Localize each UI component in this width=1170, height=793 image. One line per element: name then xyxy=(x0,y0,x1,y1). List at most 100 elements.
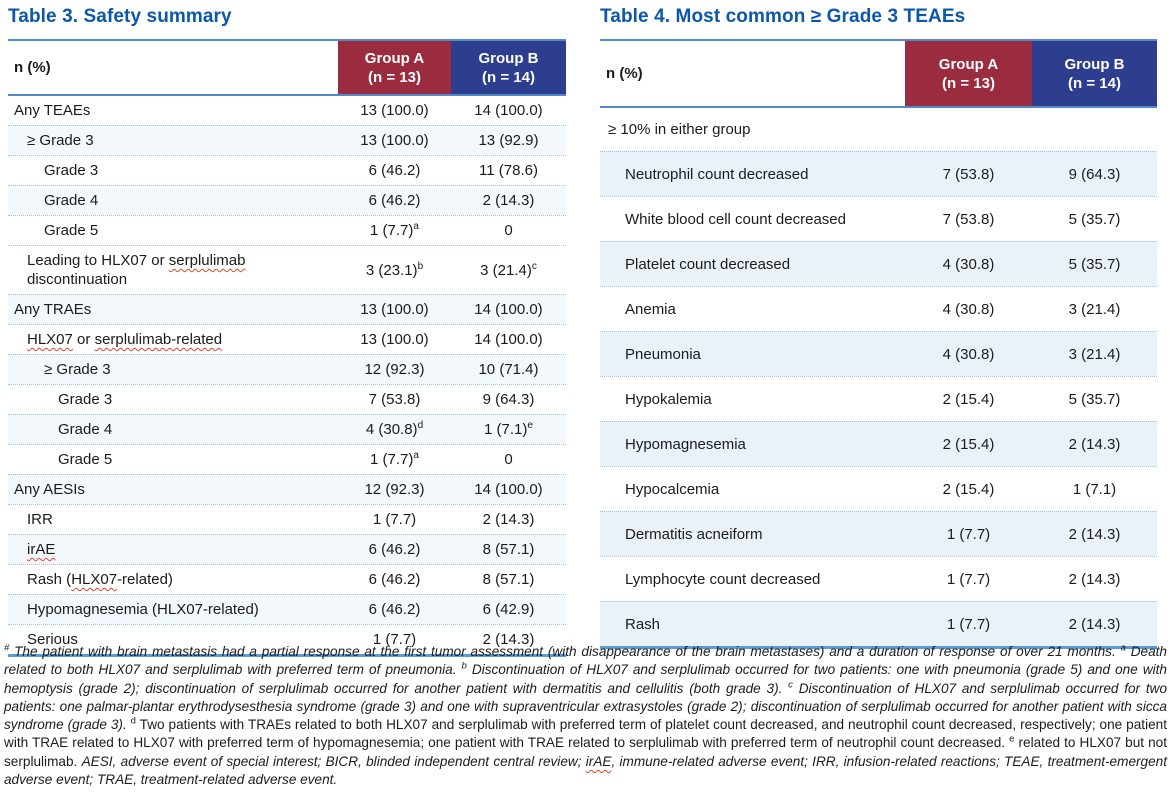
table3: n (%) Group A (n = 13) Group B (n = 14) … xyxy=(8,39,566,657)
spellcheck-underline: irAE xyxy=(585,753,612,769)
group-b-value: 9 (64.3) xyxy=(1068,165,1121,183)
row-label: White blood cell count decreased xyxy=(625,210,846,228)
table-row: White blood cell count decreased 7 (53.8)… xyxy=(600,196,1157,241)
table3-header-group-a: Group A (n = 13) xyxy=(338,41,451,94)
row-label: Grade 5 xyxy=(58,451,113,468)
row-label: Leading to HLX07 or serplulimab disconti… xyxy=(27,252,246,288)
group-b-value: 1 (7.1) xyxy=(1072,480,1117,498)
spellcheck-underline: serplulimab-related xyxy=(94,331,223,348)
table-row: ≥ Grade 3 13 (100.0) 13 (92.9) xyxy=(8,125,566,155)
group-a-value: 7 (53.8) xyxy=(368,391,421,408)
group-b-value: 14 (100.0) xyxy=(474,301,543,318)
row-label: Platelet count decreased xyxy=(625,255,791,273)
table-row: irAE 6 (46.2) 8 (57.1) xyxy=(8,534,566,564)
group-b-value: 1 (7.1)e xyxy=(484,420,533,439)
table3-title: Table 3. Safety summary xyxy=(8,6,232,27)
group-a-value: 6 (46.2) xyxy=(368,571,421,588)
group-a-value: 1 (7.7) xyxy=(946,615,991,633)
grade3-teae-table-section: Table 4. Most common ≥ Grade 3 TEAEs n (… xyxy=(600,4,1157,649)
group-b-value: 13 (92.9) xyxy=(478,132,539,149)
group-a-value: 2 (15.4) xyxy=(942,480,995,498)
group-b-value: 0 xyxy=(504,451,513,468)
footnote-marker: c xyxy=(531,260,537,272)
table-row: HLX07 or serplulimab-related 13 (100.0) 14… xyxy=(8,324,566,354)
row-label: IRR xyxy=(27,511,53,528)
group-b-n: (n = 14) xyxy=(482,68,535,86)
group-b-value: 2 (14.3) xyxy=(1068,525,1121,543)
group-b-value: 2 (14.3) xyxy=(482,192,535,209)
row-label: HLX07 or serplulimab-related xyxy=(27,331,223,348)
row-label: ≥ Grade 3 xyxy=(44,361,111,378)
group-a-value: 13 (100.0) xyxy=(360,102,429,119)
row-label: Grade 3 xyxy=(58,391,113,408)
table-row: Grade 3 7 (53.8) 9 (64.3) xyxy=(8,384,566,414)
row-label: Pneumonia xyxy=(625,345,701,363)
footnote-marker: c xyxy=(788,679,793,691)
group-a-name: Group A xyxy=(364,49,425,67)
table4-subheader-row: ≥ 10% in either group xyxy=(600,108,1157,151)
group-b-value: 14 (100.0) xyxy=(474,102,543,119)
footnote-marker: a xyxy=(1120,642,1126,654)
table4: n (%) Group A (n = 13) Group B (n = 14) … xyxy=(600,39,1157,649)
group-b-value: 3 (21.4) xyxy=(1068,345,1121,363)
table-row: Grade 4 6 (46.2) 2 (14.3) xyxy=(8,185,566,215)
footnote-marker: a xyxy=(413,221,419,232)
group-a-value: 1 (7.7)a xyxy=(370,221,419,240)
table-row: Rash 1 (7.7) 2 (14.3) xyxy=(600,601,1157,646)
row-label: Neutrophil count decreased xyxy=(625,165,809,183)
group-a-name: Group A xyxy=(938,55,999,73)
table3-header-group-b: Group B (n = 14) xyxy=(451,41,566,94)
table-row: Rash (HLX07-related) 6 (46.2) 8 (57.1) xyxy=(8,564,566,594)
group-b-value: 14 (100.0) xyxy=(474,481,543,498)
group-a-value: 1 (7.7) xyxy=(372,511,417,528)
group-a-value: 7 (53.8) xyxy=(942,210,995,228)
group-a-value: 13 (100.0) xyxy=(360,132,429,149)
table-row: Any AESIs 12 (92.3) 14 (100.0) xyxy=(8,474,566,504)
group-a-value: 4 (30.8) xyxy=(942,300,995,318)
table3-body: Any TEAEs 13 (100.0) 14 (100.0) ≥ Grade 3 13… xyxy=(8,96,566,654)
row-label: Any TEAEs xyxy=(14,102,91,119)
group-a-value: 4 (30.8) xyxy=(942,255,995,273)
table-row: Any TEAEs 13 (100.0) 14 (100.0) xyxy=(8,96,566,125)
group-a-value: 3 (23.1)b xyxy=(365,260,424,279)
table-row: Hypomagnesemia 2 (15.4) 2 (14.3) xyxy=(600,421,1157,466)
row-label: Anemia xyxy=(625,300,676,318)
table-row: Hypocalcemia 2 (15.4) 1 (7.1) xyxy=(600,466,1157,511)
table4-body: ≥ 10% in either group Neutrophil count de… xyxy=(600,108,1157,646)
group-a-value: 1 (7.7) xyxy=(372,631,417,648)
group-a-value: 1 (7.7)a xyxy=(370,450,419,469)
group-a-value: 2 (15.4) xyxy=(942,435,995,453)
row-label: Grade 4 xyxy=(44,192,99,209)
footnote-segment: e related to HLX07 but not serplulimab. xyxy=(4,733,1167,769)
table3-header-row: n (%) Group A (n = 13) Group B (n = 14) xyxy=(8,41,566,96)
subheader-label: ≥ 10% in either group xyxy=(608,121,751,138)
group-a-value: 6 (46.2) xyxy=(368,192,421,209)
group-a-value: 7 (53.8) xyxy=(942,165,995,183)
row-label: Rash xyxy=(625,615,661,633)
group-b-n: (n = 14) xyxy=(1068,74,1121,92)
spellcheck-underline: HLX07 xyxy=(27,331,73,348)
group-b-name: Group B xyxy=(478,49,539,67)
group-a-n: (n = 13) xyxy=(942,74,995,92)
group-b-value: 2 (14.3) xyxy=(1068,435,1121,453)
row-label: Any TRAEs xyxy=(14,301,92,318)
footnote-marker: a xyxy=(413,450,419,461)
table4-header-group-a: Group A (n = 13) xyxy=(905,41,1032,106)
table-row: Serious 1 (7.7) 2 (14.3) xyxy=(8,624,566,654)
row-label: Hypokalemia xyxy=(625,390,712,408)
footnote-marker: b xyxy=(417,260,424,272)
row-label: Any AESIs xyxy=(14,481,85,498)
group-b-value: 2 (14.3) xyxy=(1068,615,1121,633)
row-label: Grade 3 xyxy=(44,162,99,179)
group-a-value: 4 (30.8) xyxy=(942,345,995,363)
row-label: Hypomagnesemia xyxy=(625,435,746,453)
group-b-value: 0 xyxy=(504,222,513,239)
group-a-value: 2 (15.4) xyxy=(942,390,995,408)
group-b-value: 5 (35.7) xyxy=(1068,255,1121,273)
group-a-value: 1 (7.7) xyxy=(946,570,991,588)
table4-title: Table 4. Most common ≥ Grade 3 TEAEs xyxy=(600,6,966,27)
group-b-value: 9 (64.3) xyxy=(482,391,535,408)
spellcheck-underline: serplulimab xyxy=(168,252,246,269)
group-a-value: 13 (100.0) xyxy=(360,331,429,348)
row-label: Lymphocyte count decreased xyxy=(625,570,821,588)
